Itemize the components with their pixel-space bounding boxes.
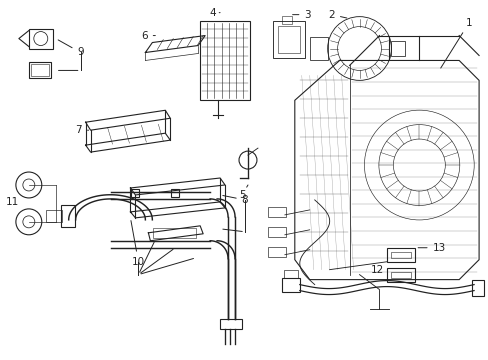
Text: 6: 6	[141, 31, 155, 41]
Bar	[390, 272, 410, 278]
Text: 5: 5	[238, 185, 247, 200]
Text: 1: 1	[440, 18, 471, 68]
Bar	[153, 228, 196, 238]
Bar	[309, 37, 327, 60]
Text: 9: 9	[58, 40, 84, 58]
Bar	[29, 28, 53, 49]
Bar	[390, 41, 405, 57]
Text: 3: 3	[292, 10, 310, 20]
Text: 11: 11	[6, 197, 19, 207]
Text: 2: 2	[327, 10, 346, 20]
Bar	[267, 247, 285, 257]
Bar	[61, 205, 75, 227]
Bar	[46, 210, 61, 222]
Bar	[29, 62, 51, 78]
Text: 4: 4	[209, 8, 220, 18]
Bar	[281, 278, 299, 292]
Bar	[131, 189, 139, 197]
Bar	[281, 15, 291, 24]
Bar	[267, 227, 285, 237]
Bar	[471, 280, 483, 296]
Text: 7: 7	[75, 125, 88, 135]
Text: 10: 10	[131, 221, 144, 267]
Bar	[386, 248, 414, 262]
Bar	[220, 319, 242, 329]
Bar	[171, 189, 179, 197]
Bar	[390, 252, 410, 258]
Bar	[283, 270, 297, 278]
Bar	[277, 26, 299, 54]
Text: 8: 8	[223, 195, 248, 205]
Bar	[267, 207, 285, 217]
Bar	[386, 268, 414, 282]
Bar	[200, 21, 249, 100]
Bar	[31, 64, 49, 76]
Text: 13: 13	[417, 243, 445, 253]
Text: 12: 12	[367, 265, 384, 280]
Bar	[272, 21, 304, 58]
